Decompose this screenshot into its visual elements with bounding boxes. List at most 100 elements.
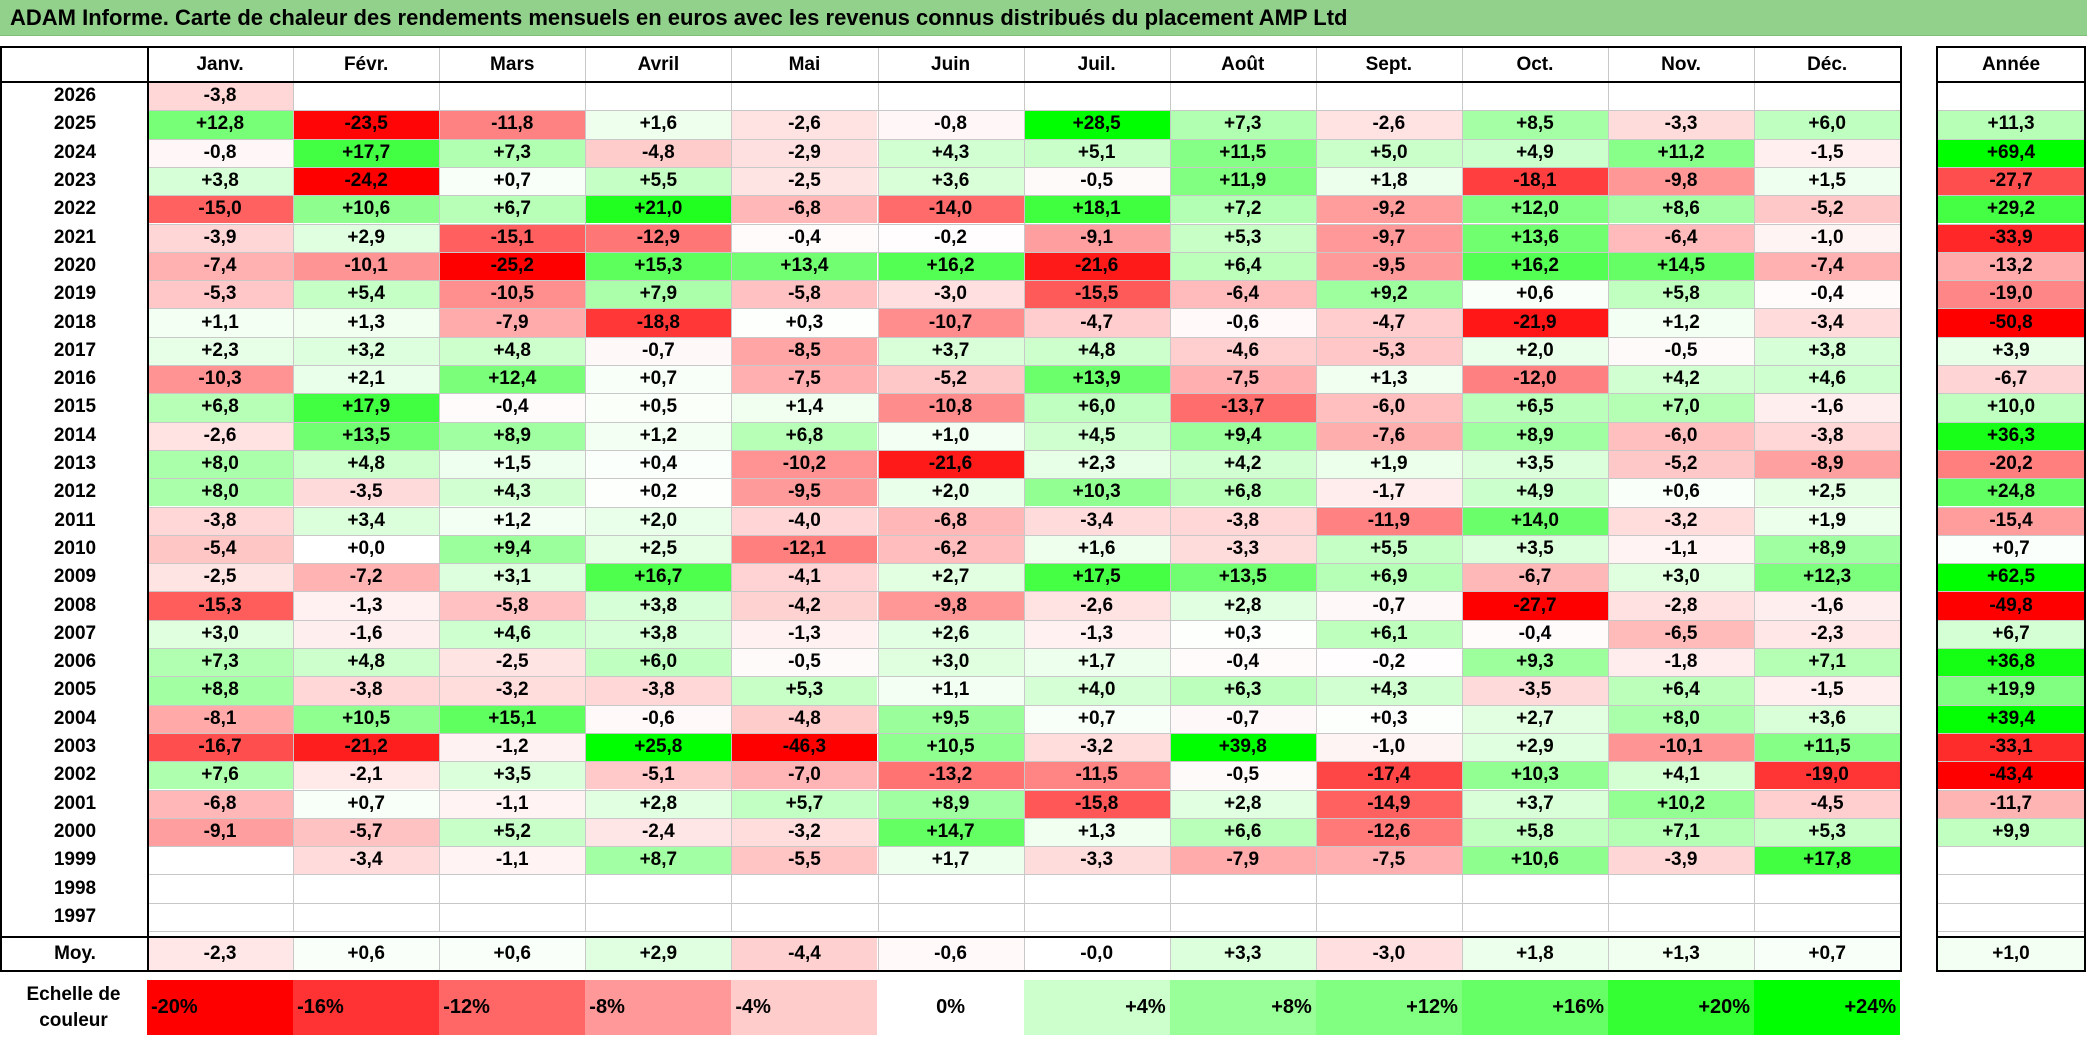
annual-cell: +29,2: [1938, 195, 2084, 224]
heatmap-cell: -3,8: [147, 506, 294, 535]
heatmap-cell: +1,9: [1315, 449, 1462, 479]
annual-cell: +6,7: [1938, 619, 2084, 648]
heatmap-cell: +12,8: [147, 110, 294, 139]
color-scale-swatch: +4%: [1023, 980, 1170, 1035]
grid-line: [147, 110, 1901, 112]
heatmap-cell: -9,7: [1315, 223, 1462, 252]
year-label: 2001: [53, 792, 97, 814]
heatmap-cell: +4,6: [439, 619, 586, 648]
grid-line: [1938, 902, 2084, 904]
heatmap-cell: -13,7: [1169, 393, 1316, 422]
heatmap-cell: -5,8: [731, 280, 878, 309]
grid-line: [147, 761, 1901, 763]
heatmap-cell: +1,5: [439, 449, 586, 479]
heatmap-cell: -3,4: [1754, 308, 1901, 337]
annual-cell: -43,4: [1938, 761, 2084, 790]
heatmap-cell: -5,5: [731, 846, 878, 875]
heatmap-cell: +10,3: [1461, 761, 1608, 790]
month-header: Juil.: [1077, 54, 1116, 75]
year-label: 2015: [53, 396, 97, 418]
heatmap-cell: +5,8: [1461, 817, 1608, 847]
heatmap-cell: [1169, 902, 1316, 931]
month-header: Août: [1221, 54, 1265, 75]
annual-cell: +39,4: [1938, 704, 2084, 733]
grid-line: [1754, 938, 1756, 970]
heatmap-cell: -9,2: [1315, 195, 1462, 224]
year-label: 2022: [53, 198, 97, 220]
heatmap-cell: [1023, 902, 1170, 931]
heatmap-cell: +4,1: [1608, 761, 1755, 790]
month-header: Juin: [931, 54, 971, 75]
heatmap-cell: +5,3: [731, 676, 878, 705]
year-label: 2011: [54, 509, 96, 531]
heatmap-cell: -21,9: [1461, 308, 1608, 337]
heatmap-cell: +2,3: [147, 336, 294, 365]
heatmap-cell: +7,1: [1754, 648, 1901, 677]
average-cell: -0,0: [1023, 938, 1170, 970]
heatmap-cell: -3,5: [1461, 676, 1608, 705]
annual-cell: [1938, 846, 2084, 875]
annual-cell: +24,8: [1938, 478, 2084, 507]
heatmap-cell: +3,7: [1461, 789, 1608, 818]
heatmap-cell: -4,2: [731, 591, 878, 620]
heatmap-cell: -9,8: [1608, 166, 1755, 196]
grid-line: [1938, 110, 2084, 112]
heatmap-cell: -0,4: [1461, 619, 1608, 648]
heatmap-cell: [1023, 82, 1170, 111]
grid-line: [1938, 336, 2084, 338]
color-scale-label-line1: Echelle de: [26, 983, 121, 1005]
grid-line: [147, 478, 1901, 480]
heatmap-cell: +14,5: [1608, 251, 1755, 281]
heatmap-cell: +1,3: [293, 308, 440, 337]
heatmap-cell: +5,7: [731, 789, 878, 818]
heatmap-cell: +17,9: [293, 393, 440, 422]
heatmap-cell: -18,1: [1461, 166, 1608, 196]
grid-line: [439, 48, 441, 931]
year-label: 2020: [53, 254, 97, 276]
heatmap-cell: -3,8: [293, 676, 440, 705]
heatmap-cell: +7,1: [1608, 817, 1755, 847]
heatmap-cell: [585, 82, 732, 111]
grid-line: [147, 817, 1901, 819]
heatmap-cell: +5,5: [1315, 534, 1462, 564]
heatmap-cell: +0,5: [585, 393, 732, 422]
annual-cell: -33,9: [1938, 223, 2084, 252]
annual-cell: +36,8: [1938, 648, 2084, 677]
heatmap-cell: +10,3: [1023, 478, 1170, 507]
grid-line: [147, 421, 1901, 423]
heatmap-cell: -6,8: [731, 195, 878, 224]
year-label: 2000: [53, 820, 97, 842]
annual-cell: -27,7: [1938, 166, 2084, 196]
heatmap-cell: +4,9: [1461, 138, 1608, 167]
annual-cell: -13,2: [1938, 251, 2084, 281]
grid-line: [1938, 223, 2084, 225]
grid-line: [1754, 48, 1756, 931]
heatmap-cell: -1,3: [1023, 619, 1170, 648]
heatmap-cell: -23,5: [293, 110, 440, 139]
heatmap-cell: [877, 874, 1024, 903]
grid-line: [1608, 48, 1609, 931]
color-scale-label: Echelle de couleur: [0, 980, 147, 1035]
grid-line: [1938, 421, 2084, 423]
grid-line: [585, 48, 587, 931]
heatmap-cell: +10,6: [293, 195, 440, 224]
heatmap-cell: -7,0: [731, 761, 878, 790]
heatmap-cell: +12,0: [1461, 195, 1608, 224]
heatmap-cell: -9,1: [147, 817, 294, 847]
heatmap-cell: -3,4: [293, 846, 440, 875]
year-label: 2026: [53, 85, 97, 107]
grid-line: [147, 591, 1901, 593]
heatmap-cell: -7,6: [1315, 421, 1462, 450]
grid-line: [147, 308, 1901, 310]
heatmap-cell: +0,7: [293, 789, 440, 818]
heatmap-cell: -5,3: [1315, 336, 1462, 365]
average-cell: +0,7: [1754, 938, 1901, 970]
heatmap-cell: +2,9: [1461, 732, 1608, 762]
grid-line: [147, 563, 1901, 565]
heatmap-cell: +5,3: [1169, 223, 1316, 252]
color-scale-label-line2: couleur: [39, 1009, 108, 1031]
heatmap-cell: -14,0: [877, 195, 1024, 224]
grid-line: [147, 393, 1901, 395]
heatmap-cell: -10,3: [147, 365, 294, 394]
annual-cell: +11,3: [1938, 110, 2084, 139]
